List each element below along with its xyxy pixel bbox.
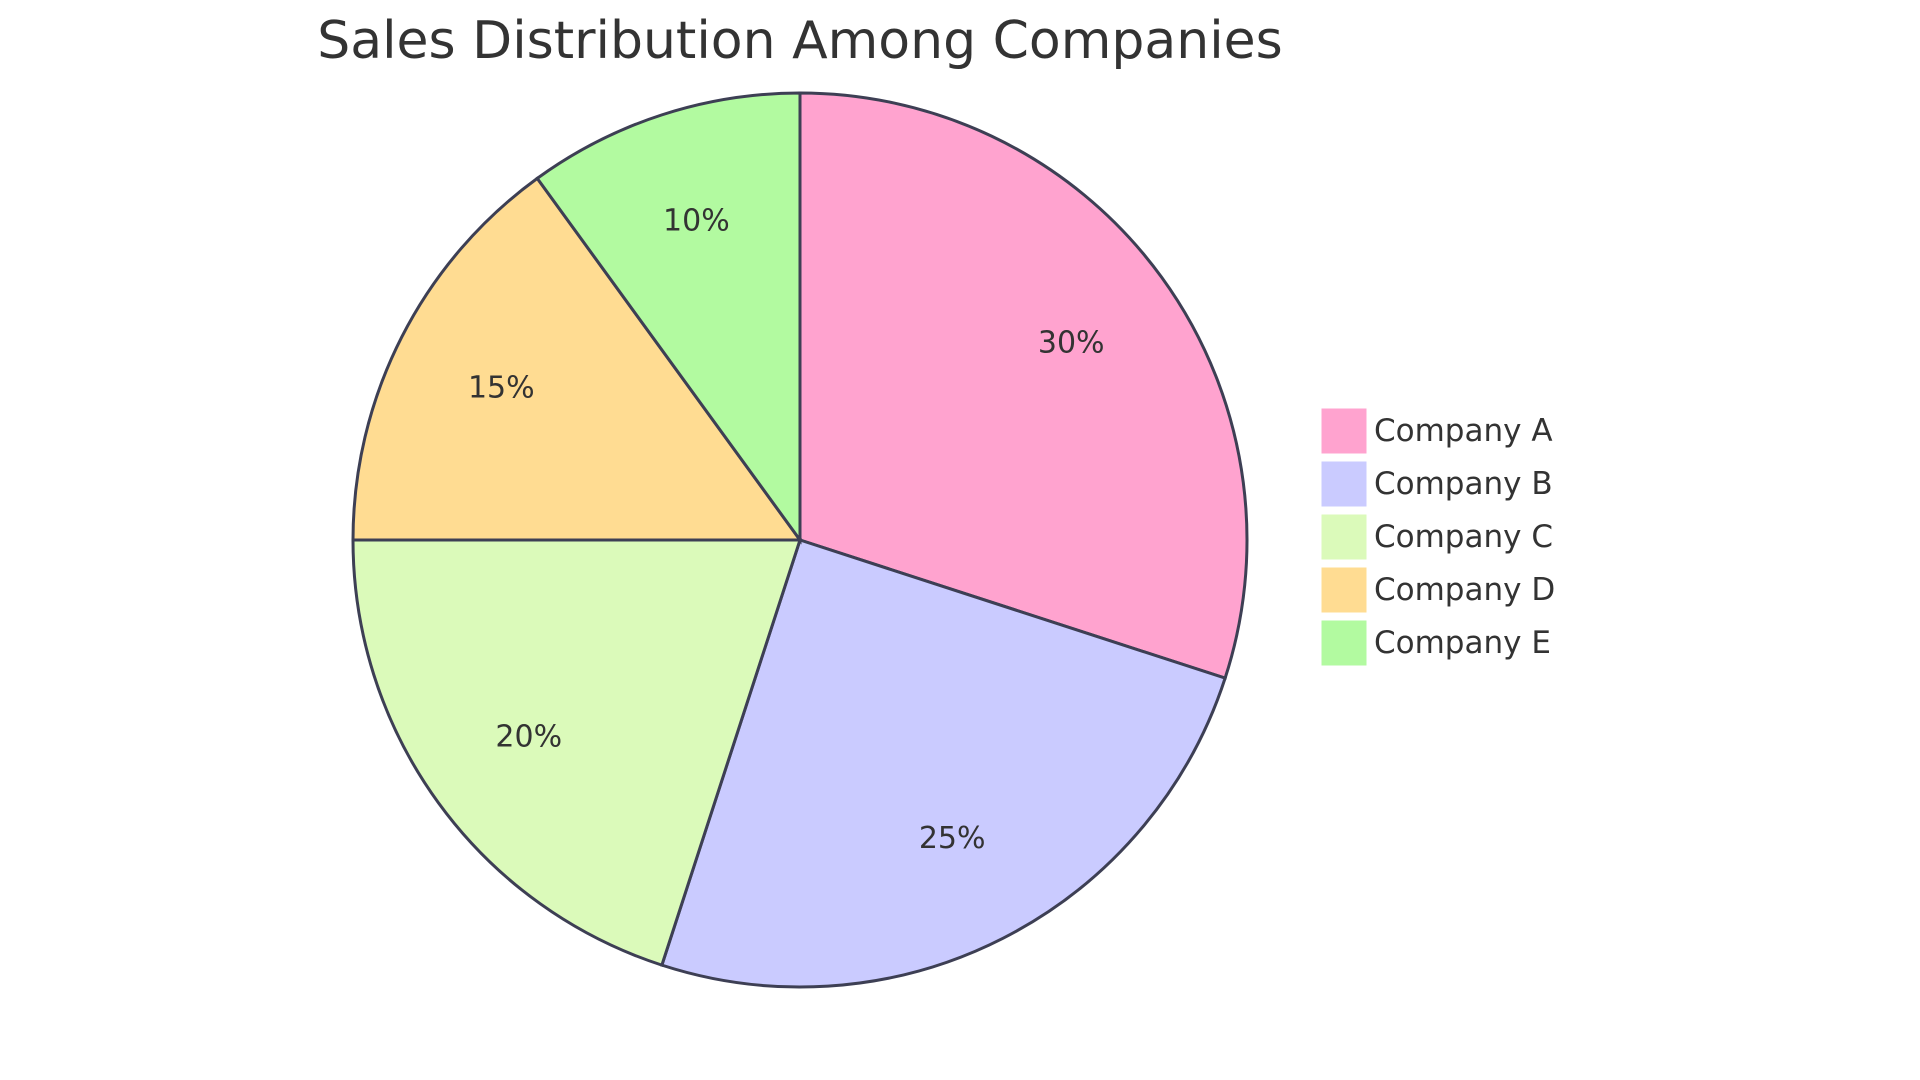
pie-slice-company-b — [659, 538, 1228, 989]
slice-label: 30% — [1038, 325, 1105, 360]
legend-swatch — [1321, 620, 1367, 666]
slice-labels: 30% 25% 20% 15% 10% — [468, 204, 1105, 857]
legend-swatch — [1321, 461, 1367, 507]
legend-label: Company E — [1374, 625, 1551, 661]
pie-slice-company-e — [535, 91, 802, 545]
pie-slices — [351, 91, 1249, 989]
legend-swatch — [1321, 514, 1367, 560]
pie-slice-company-a — [798, 91, 1249, 681]
slice-label: 15% — [468, 370, 535, 405]
legend-label: Company C — [1374, 519, 1553, 555]
slice-label: 20% — [495, 720, 562, 755]
chart-title: Sales Distribution Among Companies — [317, 11, 1283, 71]
legend: Company A Company B Company C Company D Comp… — [1321, 408, 1555, 666]
pie-slice-company-d — [351, 176, 803, 542]
slice-label: 10% — [663, 204, 730, 239]
legend-swatch — [1321, 567, 1367, 613]
pie-slice-company-c — [351, 538, 803, 968]
legend-label: Company D — [1374, 572, 1555, 608]
slice-label: 25% — [919, 821, 986, 856]
legend-swatch — [1321, 408, 1367, 454]
legend-label: Company A — [1374, 413, 1553, 449]
legend-label: Company B — [1374, 466, 1553, 502]
